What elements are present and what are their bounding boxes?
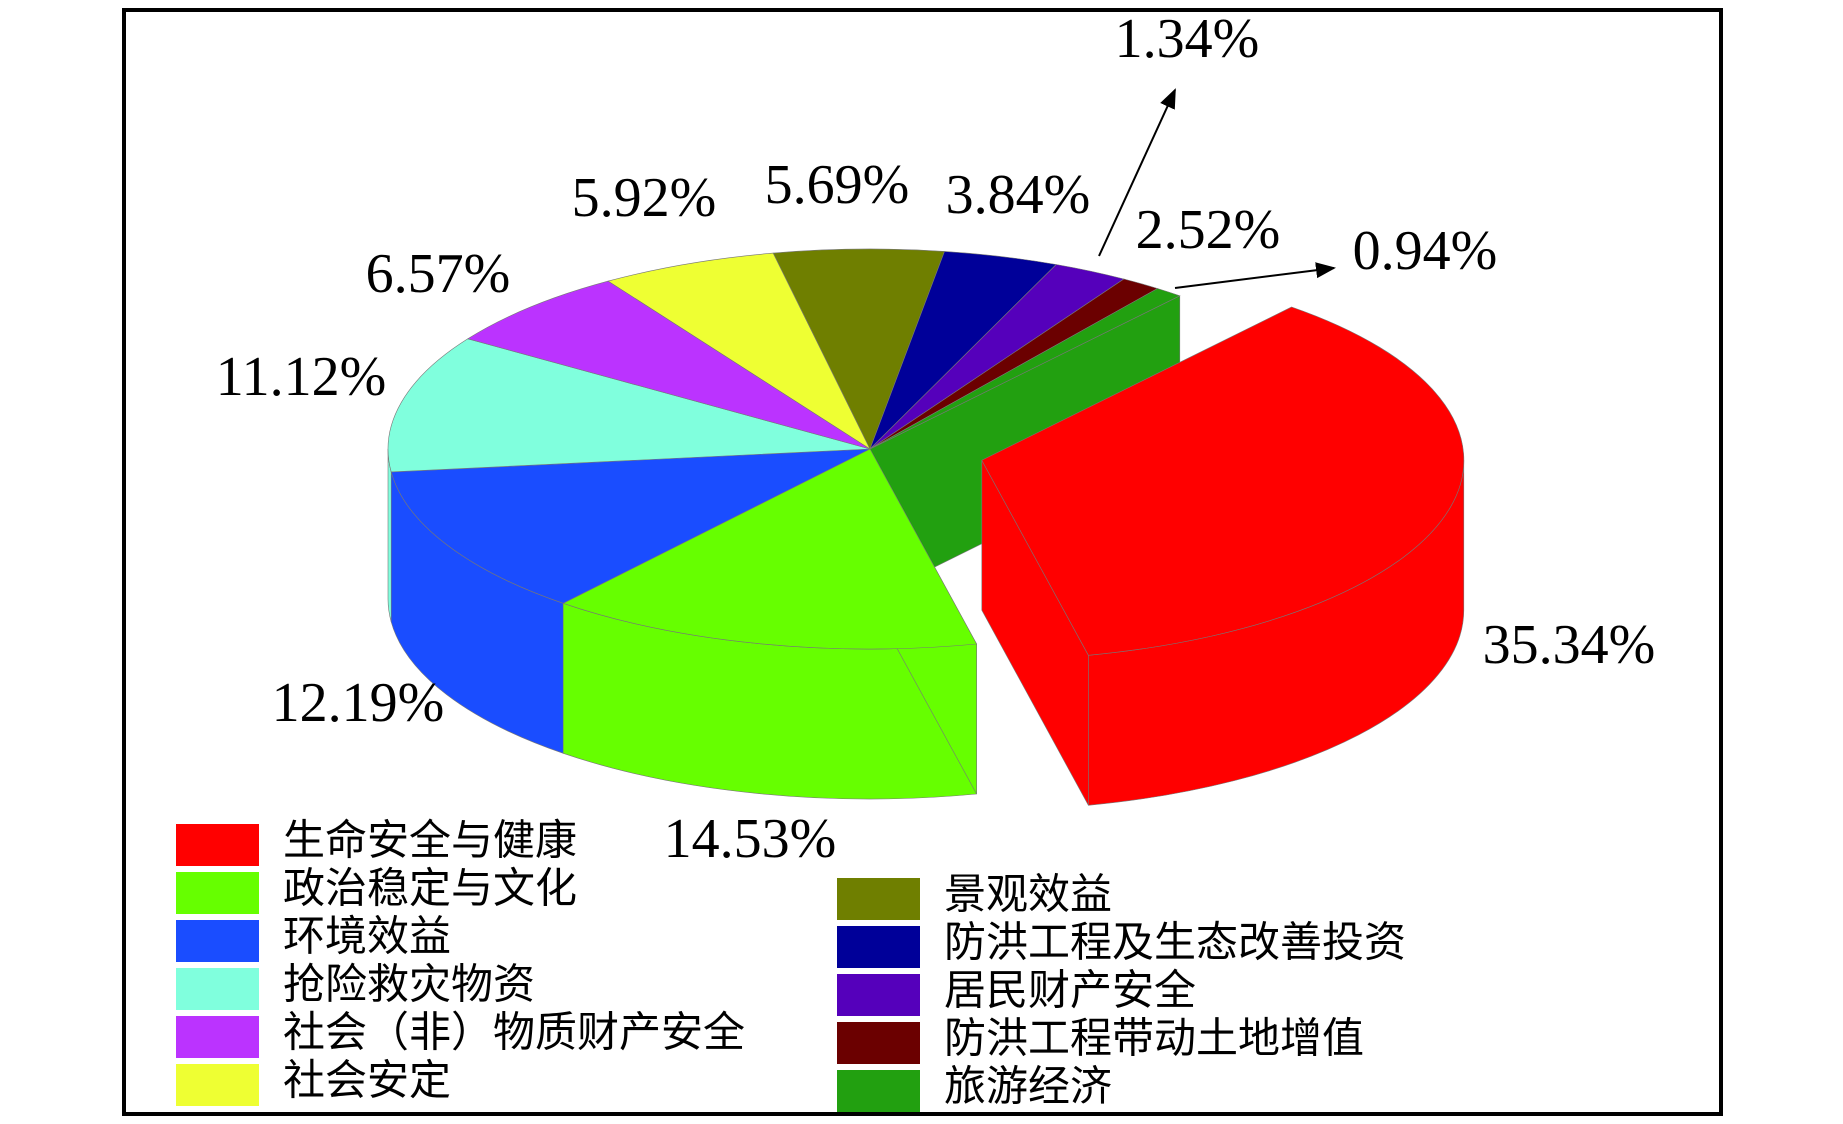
legend-swatch (837, 878, 920, 920)
data-label: 12.19% (272, 672, 445, 734)
legend-label: 生命安全与健康 (283, 818, 577, 865)
pie-slice (387, 338, 871, 473)
legend-label: 政治稳定与文化 (283, 866, 577, 913)
legend-swatch (837, 1070, 920, 1112)
data-label: 0.94% (1353, 220, 1498, 282)
legend-label: 环境效益 (283, 914, 451, 961)
legend-label: 旅游经济 (944, 1065, 1112, 1111)
legend-label: 防洪工程及生态改善投资 (944, 921, 1406, 967)
data-label: 35.34% (1483, 614, 1656, 676)
data-label: 2.52% (1136, 199, 1281, 261)
legend-label: 景观效益 (944, 873, 1112, 919)
data-label: 5.69% (765, 154, 910, 216)
legend-swatch (837, 926, 920, 968)
legend-swatch (176, 920, 259, 962)
pie-slice (607, 252, 871, 450)
legend-swatch (176, 968, 259, 1010)
legend-swatch (176, 1016, 259, 1058)
legend-label: 居民财产安全 (944, 968, 1196, 1015)
pie-slice (390, 448, 871, 604)
pie-slice (981, 306, 1465, 656)
label-arrow (1098, 88, 1176, 257)
slice-side (387, 448, 392, 622)
legend-label: 抢险救灾物资 (283, 962, 535, 1009)
pie-slice (467, 280, 871, 450)
data-label: 6.57% (366, 243, 511, 305)
legend-swatch (837, 974, 920, 1016)
legend-label: 防洪工程带动土地增值 (944, 1017, 1364, 1063)
pie-slice (869, 288, 1181, 450)
legend-swatch (837, 1022, 920, 1064)
data-label: 1.34% (1115, 8, 1260, 70)
pie-slice (772, 248, 945, 450)
data-label: 5.92% (572, 167, 717, 229)
label-arrow (1174, 262, 1336, 289)
data-label: 3.84% (946, 164, 1091, 226)
legend-swatch (176, 824, 259, 866)
data-label: 14.53% (664, 808, 837, 870)
legend-label: 社会（非）物质财产安全 (283, 1010, 745, 1057)
legend-label: 社会安定 (283, 1058, 451, 1105)
frame (122, 8, 1723, 1116)
data-label: 11.12% (216, 346, 387, 408)
legend-swatch (176, 872, 259, 914)
legend-swatch (176, 1064, 259, 1106)
pie-slice (562, 448, 978, 650)
